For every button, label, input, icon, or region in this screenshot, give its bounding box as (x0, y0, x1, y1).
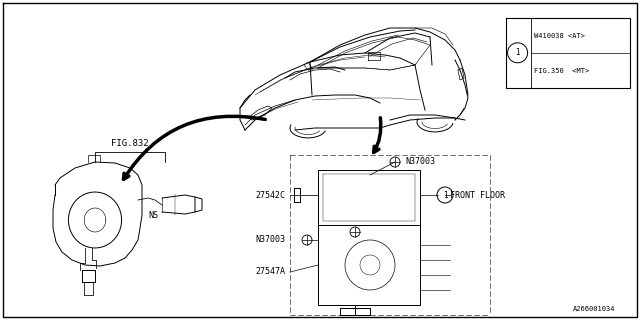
Text: NS: NS (148, 211, 158, 220)
Text: A266001034: A266001034 (573, 306, 615, 312)
Text: W410038 <AT>: W410038 <AT> (534, 33, 584, 39)
Text: 1: 1 (515, 48, 520, 57)
Text: FRONT FLOOR: FRONT FLOOR (450, 190, 505, 199)
Text: FIG.350  <MT>: FIG.350 <MT> (534, 68, 589, 74)
Text: 27542C: 27542C (255, 190, 285, 199)
Text: 1: 1 (443, 190, 447, 199)
Text: N37003: N37003 (405, 157, 435, 166)
Text: FIG.832: FIG.832 (111, 139, 149, 148)
Text: N37003: N37003 (255, 236, 285, 244)
Text: 27547A: 27547A (255, 268, 285, 276)
